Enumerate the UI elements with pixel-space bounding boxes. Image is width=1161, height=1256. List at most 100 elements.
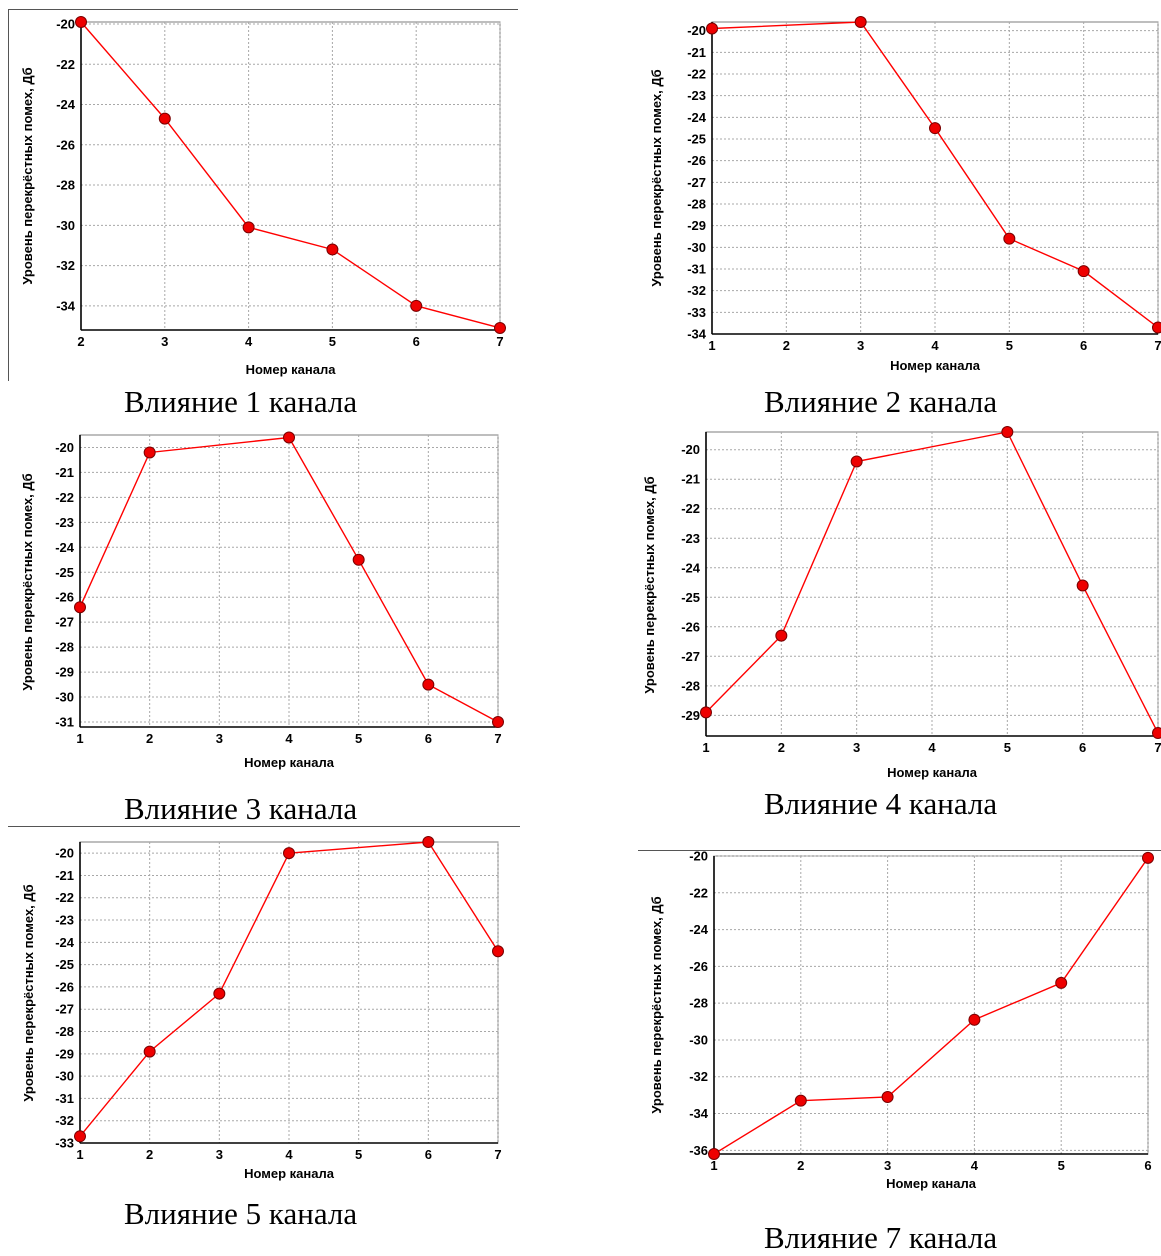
y-tick-label: -26 <box>689 959 708 974</box>
y-tick-label: -32 <box>56 258 75 273</box>
data-point <box>423 837 434 848</box>
y-tick-label: -31 <box>55 1091 74 1106</box>
data-point <box>493 946 504 957</box>
y-tick-label: -26 <box>55 979 74 994</box>
chart-channel-2: -20-21-22-23-24-25-26-27-28-29-30-31-32-… <box>630 0 1161 385</box>
y-tick-label: -27 <box>55 1002 74 1017</box>
x-tick-label: 4 <box>931 338 939 353</box>
y-tick-label: -25 <box>55 565 74 580</box>
y-tick-label: -27 <box>681 649 700 664</box>
plot-area <box>714 856 1148 1154</box>
x-axis-title: Номер канала <box>244 755 335 770</box>
y-tick-label: -20 <box>55 846 74 861</box>
x-tick-label: 4 <box>928 740 936 755</box>
x-tick-label: 4 <box>971 1158 979 1173</box>
y-tick-label: -22 <box>55 890 74 905</box>
data-point <box>159 113 170 124</box>
y-tick-label: -24 <box>56 97 76 112</box>
y-tick-label: -27 <box>55 615 74 630</box>
data-point <box>1077 580 1088 591</box>
y-tick-label: -32 <box>687 283 706 298</box>
caption-chart-7: Влияние 7 канала <box>764 1220 997 1256</box>
x-tick-label: 5 <box>1006 338 1013 353</box>
data-point <box>1153 728 1161 739</box>
y-tick-label: -21 <box>681 472 700 487</box>
y-tick-label: -20 <box>689 849 708 864</box>
y-tick-label: -30 <box>687 240 706 255</box>
data-point <box>776 630 787 641</box>
data-point <box>76 17 87 28</box>
caption-chart-2: Влияние 2 канала <box>764 384 997 420</box>
data-point <box>144 447 155 458</box>
y-axis-title: Уровень перекрёстных помех, Дб <box>20 67 35 284</box>
y-tick-label: -28 <box>689 996 708 1011</box>
x-tick-label: 5 <box>1058 1158 1065 1173</box>
y-tick-label: -28 <box>56 178 75 193</box>
data-point <box>284 432 295 443</box>
y-axis-title: Уровень перекрёстных помех, Дб <box>21 884 36 1101</box>
data-point <box>214 988 225 999</box>
x-tick-label: 7 <box>1154 338 1161 353</box>
x-tick-label: 7 <box>494 731 501 746</box>
data-point <box>795 1095 806 1106</box>
y-tick-label: -23 <box>55 913 74 928</box>
data-point <box>411 300 422 311</box>
x-tick-label: 5 <box>355 731 362 746</box>
y-tick-label: -23 <box>55 515 74 530</box>
y-tick-label: -30 <box>56 218 75 233</box>
y-tick-label: -29 <box>681 708 700 723</box>
data-point <box>75 602 86 613</box>
y-tick-label: -20 <box>687 23 706 38</box>
y-tick-label: -33 <box>55 1136 74 1151</box>
x-tick-label: 3 <box>853 740 860 755</box>
y-tick-label: -26 <box>681 619 700 634</box>
y-tick-label: -28 <box>687 197 706 212</box>
y-tick-label: -25 <box>687 132 706 147</box>
x-tick-label: 1 <box>76 731 83 746</box>
x-tick-label: 1 <box>710 1158 717 1173</box>
plot-area <box>81 22 500 330</box>
y-tick-label: -27 <box>687 175 706 190</box>
x-tick-label: 5 <box>329 334 336 349</box>
y-tick-label: -24 <box>689 922 709 937</box>
data-point <box>701 707 712 718</box>
y-tick-label: -32 <box>689 1069 708 1084</box>
x-tick-label: 4 <box>245 334 253 349</box>
y-tick-label: -20 <box>55 440 74 455</box>
series-line <box>714 858 1148 1154</box>
caption-chart-5: Влияние 5 канала <box>124 1196 357 1232</box>
x-tick-label: 2 <box>783 338 790 353</box>
y-tick-label: -28 <box>681 678 700 693</box>
y-tick-label: -24 <box>687 110 707 125</box>
x-tick-label: 2 <box>146 731 153 746</box>
chart-channel-5: -20-21-22-23-24-25-26-27-28-29-30-31-32-… <box>0 820 520 1190</box>
data-point <box>1153 322 1161 333</box>
y-tick-label: -29 <box>55 1046 74 1061</box>
data-point <box>75 1131 86 1142</box>
x-tick-label: 3 <box>216 1147 223 1162</box>
y-tick-label: -22 <box>55 490 74 505</box>
y-tick-label: -28 <box>55 1024 74 1039</box>
data-point <box>1002 427 1013 438</box>
x-tick-label: 4 <box>285 1147 293 1162</box>
y-axis-title: Уровень перекрёстных помех, Дб <box>649 69 664 286</box>
data-point <box>1004 233 1015 244</box>
data-point <box>930 123 941 134</box>
series-line <box>81 22 500 328</box>
y-tick-label: -34 <box>689 1106 709 1121</box>
data-point <box>851 456 862 467</box>
x-tick-label: 2 <box>77 334 84 349</box>
y-tick-label: -31 <box>687 262 706 277</box>
data-point <box>707 23 718 34</box>
data-point <box>423 679 434 690</box>
data-point <box>144 1046 155 1057</box>
x-tick-label: 3 <box>216 731 223 746</box>
caption-chart-1: Влияние 1 канала <box>124 384 357 420</box>
y-tick-label: -21 <box>55 868 74 883</box>
data-point <box>709 1149 720 1160</box>
x-tick-label: 7 <box>494 1147 501 1162</box>
y-tick-label: -26 <box>56 137 75 152</box>
data-point <box>1143 852 1154 863</box>
